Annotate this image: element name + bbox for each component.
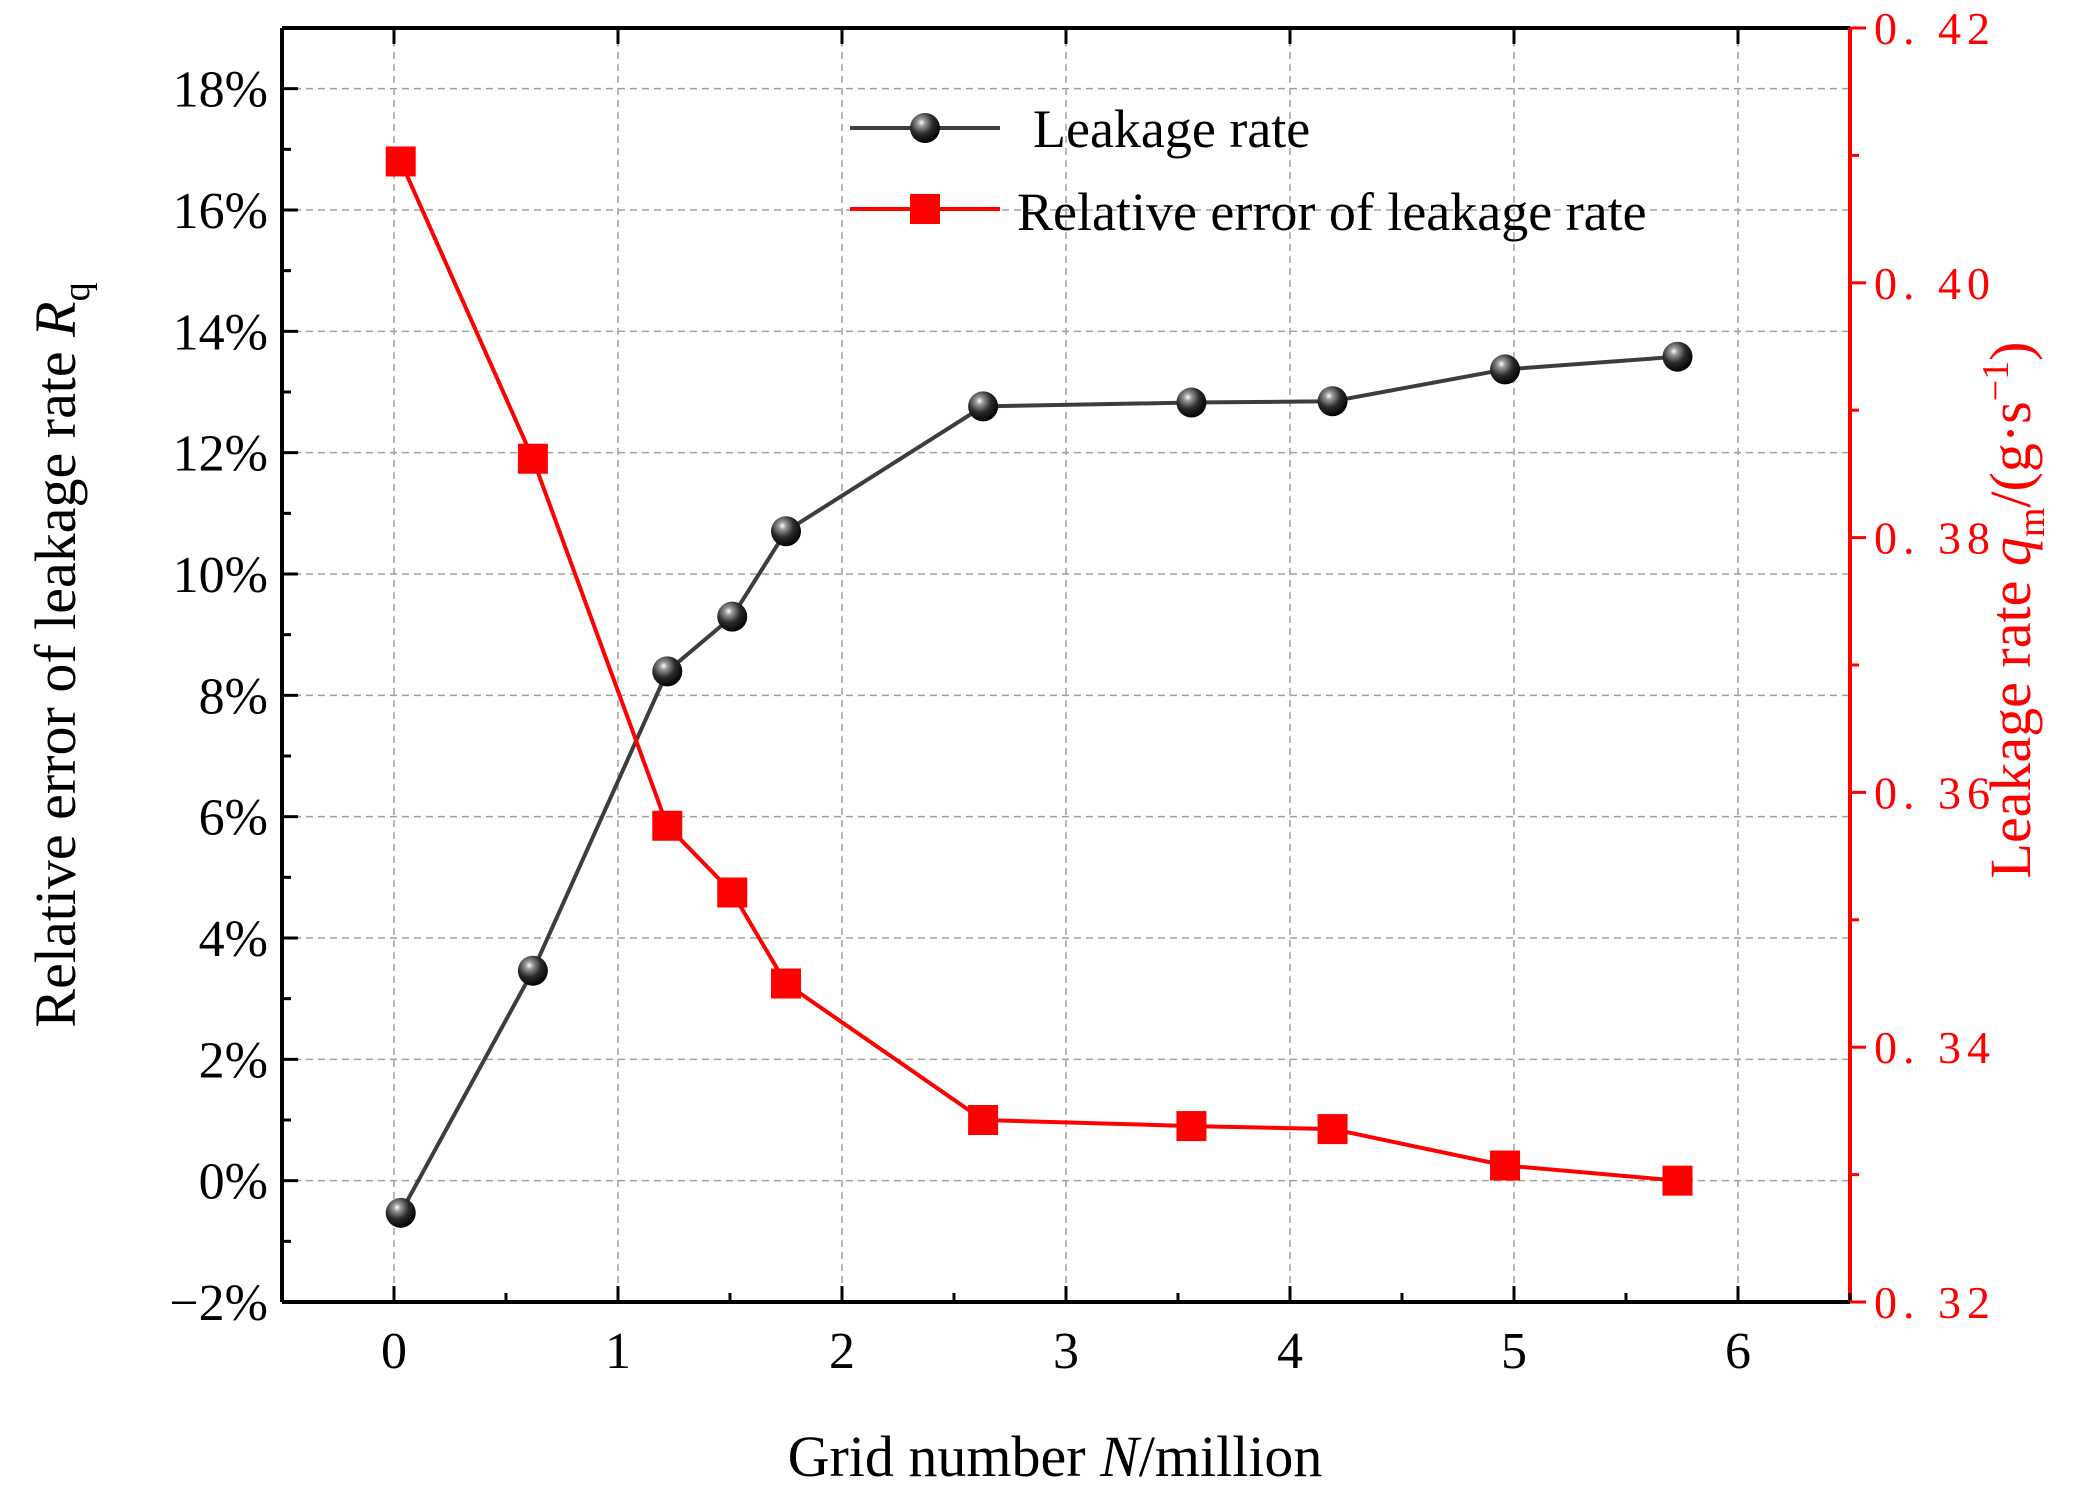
y-left-tick-label-10: 18% bbox=[173, 62, 268, 119]
leakage-rate-point-7 bbox=[1317, 386, 1348, 417]
y-left-tick-label-5: 8% bbox=[199, 668, 268, 725]
x-tick-label-4: 4 bbox=[1277, 1323, 1303, 1380]
x-tick-label-3: 3 bbox=[1053, 1323, 1079, 1380]
leakage-rate-point-3 bbox=[717, 601, 748, 632]
left-y-axis-title: Relative error of leakage rate Rq bbox=[23, 282, 98, 1027]
relative-error-point-4 bbox=[771, 968, 801, 999]
leakage-rate-line bbox=[398, 354, 1678, 1214]
leakage-rate-point-6 bbox=[1176, 387, 1207, 418]
legend-error-label: Relative error of leakage rate bbox=[1017, 182, 1647, 242]
relative-error-point-7 bbox=[1317, 1114, 1348, 1145]
right-y-axis-title: Leakage rate qm/(g·s−1) bbox=[1975, 342, 2053, 879]
relative-error-point-1 bbox=[517, 443, 548, 474]
relative-error-point-2 bbox=[652, 810, 683, 841]
relative-error-point-6 bbox=[1176, 1111, 1207, 1142]
axes: 0 1 2 3 4 5 6 −2% 0% 2% 4% 6% 8% 10% 12% 14% 16% 18% 0. 32… bbox=[169, 3, 1996, 1380]
relative-error-point-8 bbox=[1490, 1150, 1521, 1181]
y-right-tick-label-3: 0. 38 bbox=[1874, 513, 1996, 564]
x-tick-label-2: 2 bbox=[829, 1323, 855, 1380]
x-tick-label-1: 1 bbox=[605, 1323, 631, 1380]
x-tick-label-5: 5 bbox=[1501, 1323, 1527, 1380]
relative-error-point-5 bbox=[968, 1105, 999, 1135]
relative-error-point-0 bbox=[385, 146, 416, 177]
legend-leakage-label: Leakage rate bbox=[1033, 99, 1310, 159]
y-right-tick-label-2: 0. 36 bbox=[1874, 767, 1996, 818]
leakage-rate-point-4 bbox=[771, 516, 801, 547]
legend: Leakage rate Relative error of leakage r… bbox=[850, 99, 1647, 242]
x-tick-label-6: 6 bbox=[1725, 1323, 1751, 1380]
y-right-tick-label-5: 0. 42 bbox=[1874, 3, 1996, 54]
relative-error-point-9 bbox=[1662, 1165, 1693, 1196]
leakage-rate-point-8 bbox=[1490, 354, 1521, 385]
grid-lines bbox=[282, 28, 1850, 1302]
leakage-rate-point-0 bbox=[385, 1197, 416, 1228]
series bbox=[385, 146, 1693, 1228]
y-right-tick-label-4: 0. 40 bbox=[1874, 258, 1996, 309]
leakage-rate-point-2 bbox=[652, 656, 683, 687]
relative-error-line bbox=[398, 160, 1678, 1183]
y-left-tick-label-7: 12% bbox=[173, 426, 268, 483]
y-left-tick-label-4: 6% bbox=[199, 790, 268, 847]
y-left-tick-label-6: 10% bbox=[173, 547, 268, 604]
legend-leakage-marker bbox=[910, 113, 940, 143]
y-left-tick-label-0: −2% bbox=[169, 1275, 268, 1332]
y-left-tick-label-3: 4% bbox=[199, 911, 268, 968]
relative-error-point-3 bbox=[717, 877, 748, 908]
legend-error-marker bbox=[910, 194, 940, 224]
y-right-tick-label-0: 0. 32 bbox=[1874, 1277, 1996, 1328]
x-tick-label-0: 0 bbox=[381, 1323, 407, 1380]
leakage-rate-point-1 bbox=[517, 955, 548, 986]
y-left-tick-label-2: 2% bbox=[199, 1032, 268, 1089]
x-axis-title: Grid number N/million bbox=[788, 1424, 1323, 1489]
y-left-tick-label-1: 0% bbox=[199, 1154, 268, 1211]
leakage-rate-point-5 bbox=[968, 391, 999, 422]
y-left-tick-label-8: 14% bbox=[173, 304, 268, 361]
leakage-rate-point-9 bbox=[1662, 341, 1693, 372]
y-right-tick-label-1: 0. 34 bbox=[1874, 1022, 1996, 1073]
y-left-tick-label-9: 16% bbox=[173, 183, 268, 240]
